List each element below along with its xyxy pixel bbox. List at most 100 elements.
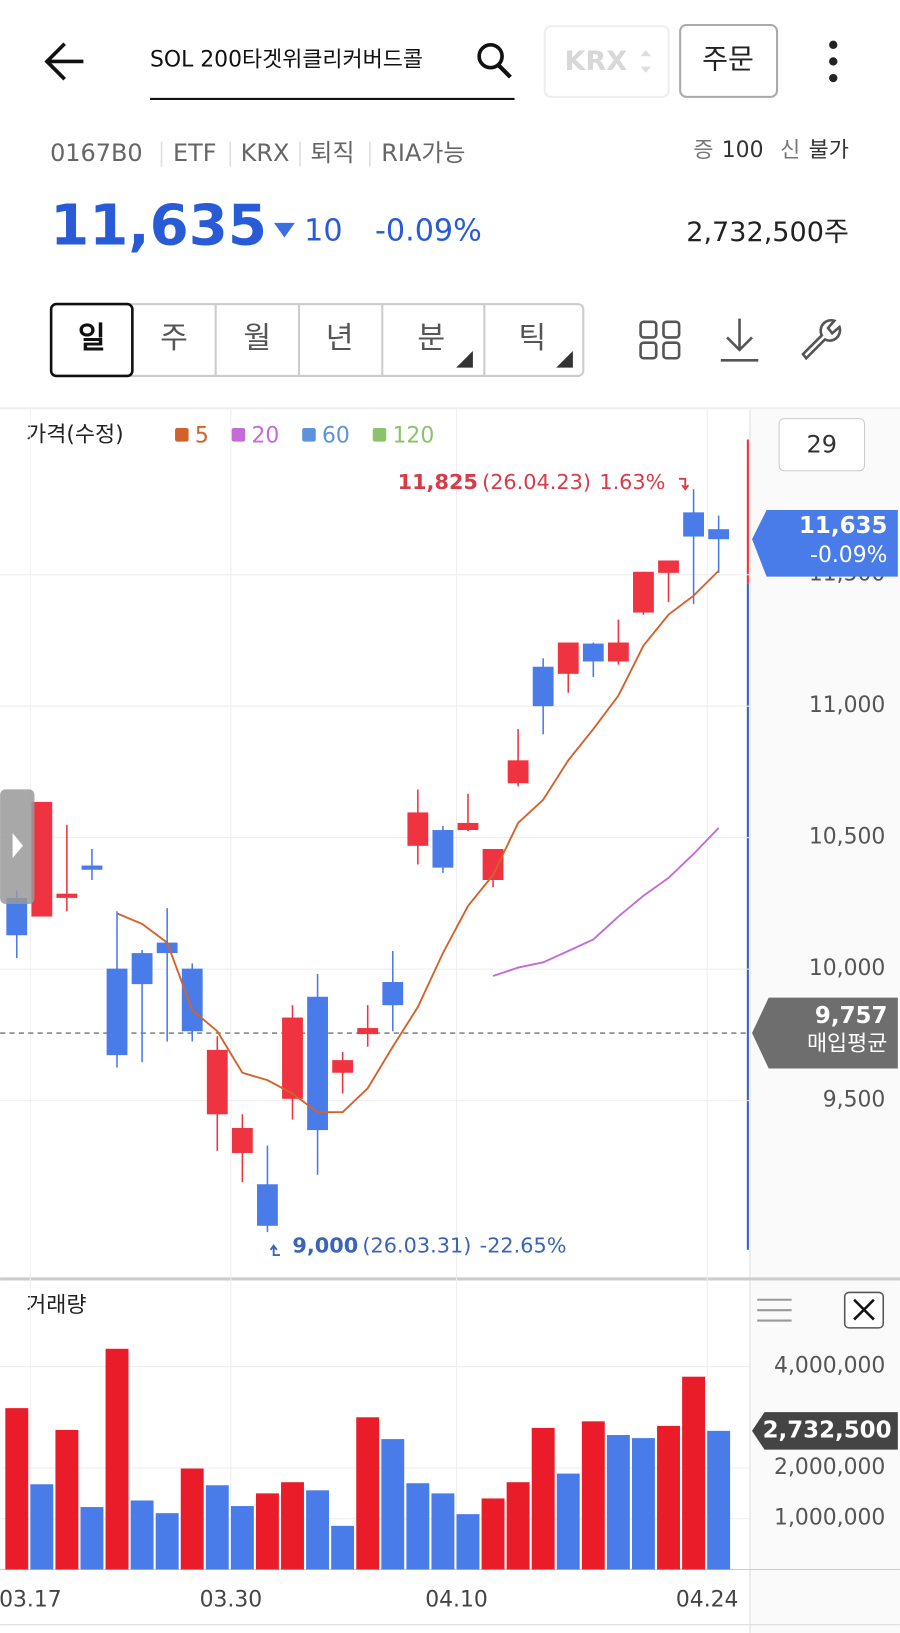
legend-swatch: [175, 428, 189, 442]
tag: ETF: [173, 139, 217, 167]
volume-panel-title: 거래량: [26, 1293, 86, 1318]
volume-bar: [406, 1483, 430, 1570]
y-tick-label: 4,000,000: [774, 1354, 885, 1379]
tab-dividers: [214, 304, 486, 376]
candle-body: [81, 865, 103, 870]
candle-body: [708, 529, 730, 540]
y-tick-label: 2,000,000: [774, 1455, 885, 1480]
tag: KRX: [241, 139, 290, 167]
volume-bar: [30, 1484, 54, 1570]
panel-menu[interactable]: [757, 1298, 792, 1322]
period-tab[interactable]: 주: [160, 321, 188, 356]
margin-value: 100: [722, 138, 764, 163]
back-button[interactable]: [44, 42, 84, 81]
candle-body: [257, 1184, 278, 1226]
order-text: 주문: [702, 42, 754, 75]
candle-body: [307, 996, 328, 1131]
price-tag: [752, 510, 898, 577]
avg-tag-value: 9,757: [815, 1003, 887, 1029]
candle-body: [231, 1127, 253, 1153]
legend-swatch: [372, 428, 387, 442]
candle-body: [432, 830, 454, 868]
candle-body: [332, 1060, 354, 1073]
y-tick-label: 10,000: [809, 956, 886, 981]
download-icon[interactable]: [720, 318, 759, 362]
credit-label: 신: [780, 138, 800, 163]
tag: 퇴직: [310, 139, 354, 167]
x-tick-label: 03.17: [0, 1588, 62, 1613]
volume-bar: [155, 1513, 179, 1570]
period-tab[interactable]: 년: [326, 321, 354, 356]
volume-bar: [631, 1438, 655, 1570]
period-tab[interactable]: 월: [243, 321, 271, 356]
max-arrow: [679, 477, 690, 491]
min-date: (26.03.31): [362, 1234, 471, 1258]
x-tick-label: 04.10: [425, 1588, 488, 1613]
volume-bar: [581, 1421, 605, 1570]
volume-bar: [80, 1507, 104, 1570]
tab-corner: [456, 350, 573, 368]
settings-icon[interactable]: [801, 318, 842, 361]
avg-tag: [752, 997, 898, 1069]
volume-bar: [105, 1348, 129, 1570]
candle-body: [206, 1049, 228, 1115]
candle-body: [382, 982, 404, 1006]
search-text[interactable]: SOL 200타겟위클리커버드콜: [150, 47, 423, 72]
volume-bar: [606, 1435, 630, 1570]
period-tab[interactable]: 틱: [518, 321, 546, 356]
max-change: 1.63%: [599, 470, 665, 494]
volume-bar: [306, 1490, 330, 1570]
price-tag-change: -0.09%: [810, 543, 887, 568]
volume-bar: [481, 1498, 505, 1570]
volume-bar: [381, 1439, 405, 1570]
volume-tag: [752, 1412, 898, 1450]
y-tick-label: 11,000: [809, 693, 886, 718]
x-tick-label: 04.24: [676, 1588, 739, 1613]
volume-bar: [531, 1427, 555, 1570]
candle-body: [658, 560, 679, 573]
volume-tag-value: 2,732,500: [763, 1417, 892, 1443]
max-annotation: 11,825 (26.04.23) 1.63%: [398, 470, 666, 494]
volume-bar: [356, 1417, 380, 1570]
credit-value: 불가: [809, 138, 849, 163]
candle-body: [106, 968, 128, 1056]
volume-bar: [682, 1376, 706, 1570]
code: 0167B0: [50, 139, 143, 167]
layout-icon[interactable]: [639, 320, 681, 360]
count-box[interactable]: [778, 418, 866, 472]
volume-bar: [657, 1425, 680, 1570]
ma-line: [116, 570, 720, 1114]
more-menu[interactable]: [829, 40, 838, 83]
separators: [160, 141, 371, 167]
legend-label: 20: [251, 423, 279, 448]
volume-bar: [55, 1429, 79, 1570]
candle-body: [407, 812, 429, 846]
candle-body: [582, 643, 604, 662]
volume-bar: [331, 1525, 355, 1570]
period-tab[interactable]: 일: [78, 321, 106, 356]
min-value: 9,000: [292, 1234, 358, 1258]
y-tick-label: 10,500: [809, 825, 886, 850]
close-icon: [853, 1298, 875, 1321]
order-button[interactable]: [679, 23, 779, 98]
candle-body: [633, 571, 654, 613]
max-value: 11,825: [398, 470, 478, 494]
volume-bar: [431, 1493, 455, 1570]
volume-bar: [707, 1430, 731, 1570]
y-tick-label: 1,000,000: [774, 1506, 885, 1531]
candle-body: [683, 512, 705, 537]
period-tab[interactable]: 분: [417, 321, 445, 356]
legend-label: 5: [195, 423, 209, 448]
volume-bar: [130, 1500, 154, 1570]
volume-bar: [506, 1482, 530, 1570]
min-annotation: 9,000 (26.03.31) -22.65%: [292, 1234, 566, 1258]
candle-body: [282, 1017, 303, 1099]
search-icon[interactable]: [477, 42, 512, 79]
ma-line: [492, 827, 720, 977]
avg-tag-text: 매입평균: [807, 1032, 887, 1057]
volume-bar: [5, 1408, 29, 1570]
tab-selected[interactable]: [49, 302, 134, 378]
legend-swatch: [231, 428, 246, 442]
exchange-select[interactable]: [543, 24, 670, 98]
y-tick-label: 9,500: [823, 1088, 886, 1113]
